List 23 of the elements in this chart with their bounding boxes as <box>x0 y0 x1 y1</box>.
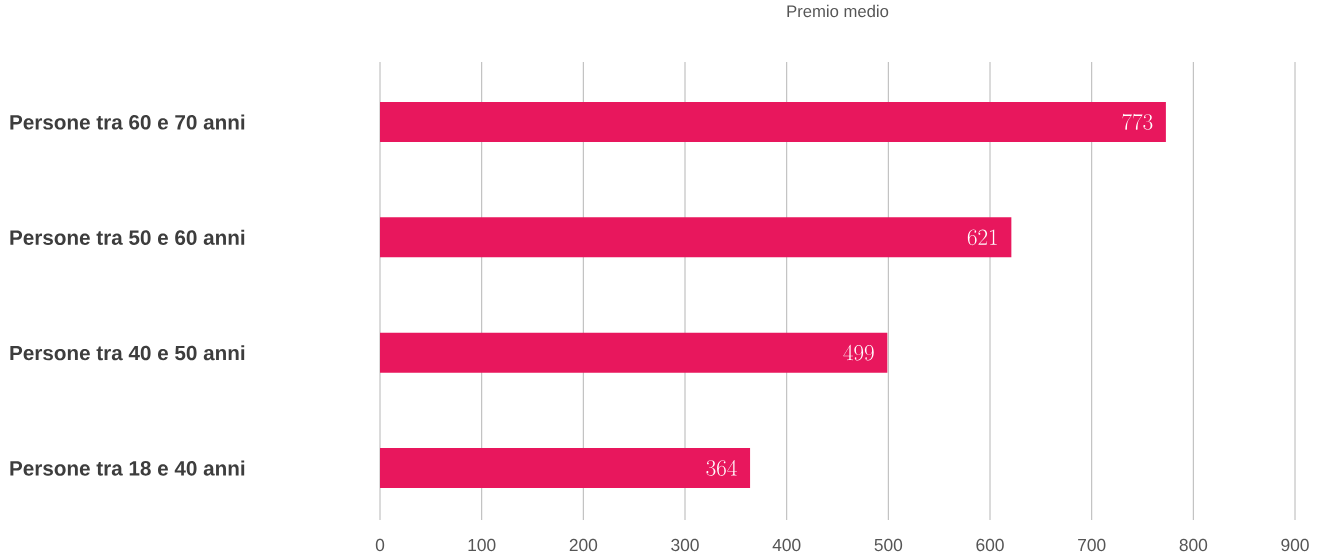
x-tick-label: 700 <box>1078 538 1106 552</box>
data-label: 364 <box>706 460 737 476</box>
y-tick-label: Persone tra 60 e 70 anni <box>10 114 245 130</box>
x-tick-label: 400 <box>772 538 801 552</box>
x-tick-label: 800 <box>1179 538 1208 552</box>
data-label: 773 <box>1122 113 1153 130</box>
bar <box>380 448 751 489</box>
y-tick-label: Persone tra 50 e 60 anni <box>10 229 245 245</box>
x-tick-label: 200 <box>569 538 598 552</box>
x-tick-label: 300 <box>671 538 699 552</box>
x-tick-label: 900 <box>1281 538 1309 552</box>
bar <box>380 217 1012 258</box>
bar <box>380 332 888 373</box>
x-tick-label: 600 <box>976 538 1004 552</box>
x-tick-label: 100 <box>468 538 496 552</box>
chart-title: Premio medio <box>787 4 889 18</box>
bar <box>380 102 1166 142</box>
y-tick-label: Persone tra 40 e 50 anni <box>10 345 245 361</box>
x-tick-label: 0 <box>375 538 385 552</box>
x-tick-label: 500 <box>874 538 903 552</box>
y-tick-label: Persone tra 18 e 40 anni <box>10 460 245 476</box>
data-label: 499 <box>843 344 874 361</box>
data-label: 621 <box>967 229 997 246</box>
